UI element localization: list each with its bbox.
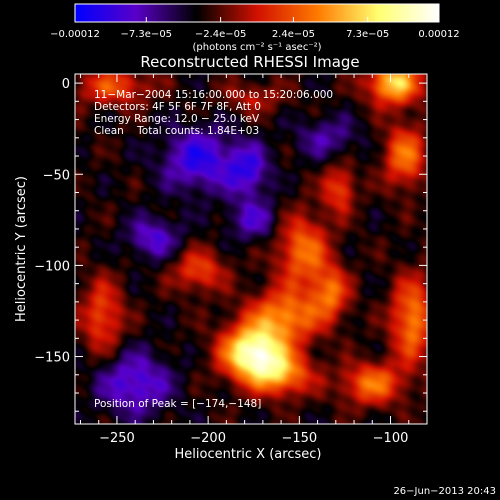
colorbar-tick-label: −0.00012 <box>50 29 100 40</box>
colorbar-tick-label: −7.3e−05 <box>121 29 173 40</box>
annotation-block: 11−Mar−2004 15:16:00.000 to 15:20:06.000… <box>94 89 333 137</box>
annotation-time: 11−Mar−2004 15:16:00.000 to 15:20:06.000 <box>94 89 333 101</box>
colorbar-gradient <box>75 4 439 22</box>
peak-position-label: Position of Peak = [−174,−148] <box>94 398 261 410</box>
colorbar: −0.00012 −7.3e−05 −2.4e−05 2.4e−05 7.3e−05 0.… <box>50 3 460 53</box>
y-tick-label: −100 <box>34 259 70 274</box>
colorbar-tick-label: −2.4e−05 <box>195 29 247 40</box>
x-axis-label: Heliocentric X (arcsec) <box>175 447 322 462</box>
annotation-detectors: Detectors: 4F 5F 6F 7F 8F, Att 0 <box>94 101 261 113</box>
colorbar-units: (photons cm⁻² s⁻¹ asec⁻²) <box>192 42 321 53</box>
footer-date: 26−Jun−2013 20:43 <box>393 486 496 497</box>
x-tick-label: −200 <box>190 431 226 446</box>
colorbar-tick-label: 0.00012 <box>418 29 459 40</box>
plot-frame <box>74 73 428 425</box>
y-tick-label: −150 <box>34 351 70 366</box>
colorbar-frame <box>74 3 440 23</box>
x-tick-label: −100 <box>373 431 409 446</box>
annotation-counts: Clean Total counts: 1.84E+03 <box>94 125 259 137</box>
colorbar-ticks: −0.00012 −7.3e−05 −2.4e−05 2.4e−05 7.3e−05 0.… <box>50 17 460 40</box>
y-tick-label: 0 <box>62 77 70 92</box>
colorbar-tick-label: 2.4e−05 <box>272 29 315 40</box>
annotation-energy: Energy Range: 12.0 − 25.0 keV <box>94 113 260 125</box>
x-axis: −250 −200 −150 −100 <box>79 74 428 446</box>
colorbar-tick-label: 7.3e−05 <box>346 29 389 40</box>
x-tick-label: −150 <box>281 431 317 446</box>
y-axis-label: Heliocentric Y (arcsec) <box>14 176 29 322</box>
x-tick-label: −250 <box>99 431 135 446</box>
y-tick-label: −50 <box>43 168 70 183</box>
heatmap-image <box>75 74 427 424</box>
chart-title: Reconstructed RHESSI Image <box>140 53 359 71</box>
y-axis: 0 −50 −100 −150 <box>34 77 427 412</box>
